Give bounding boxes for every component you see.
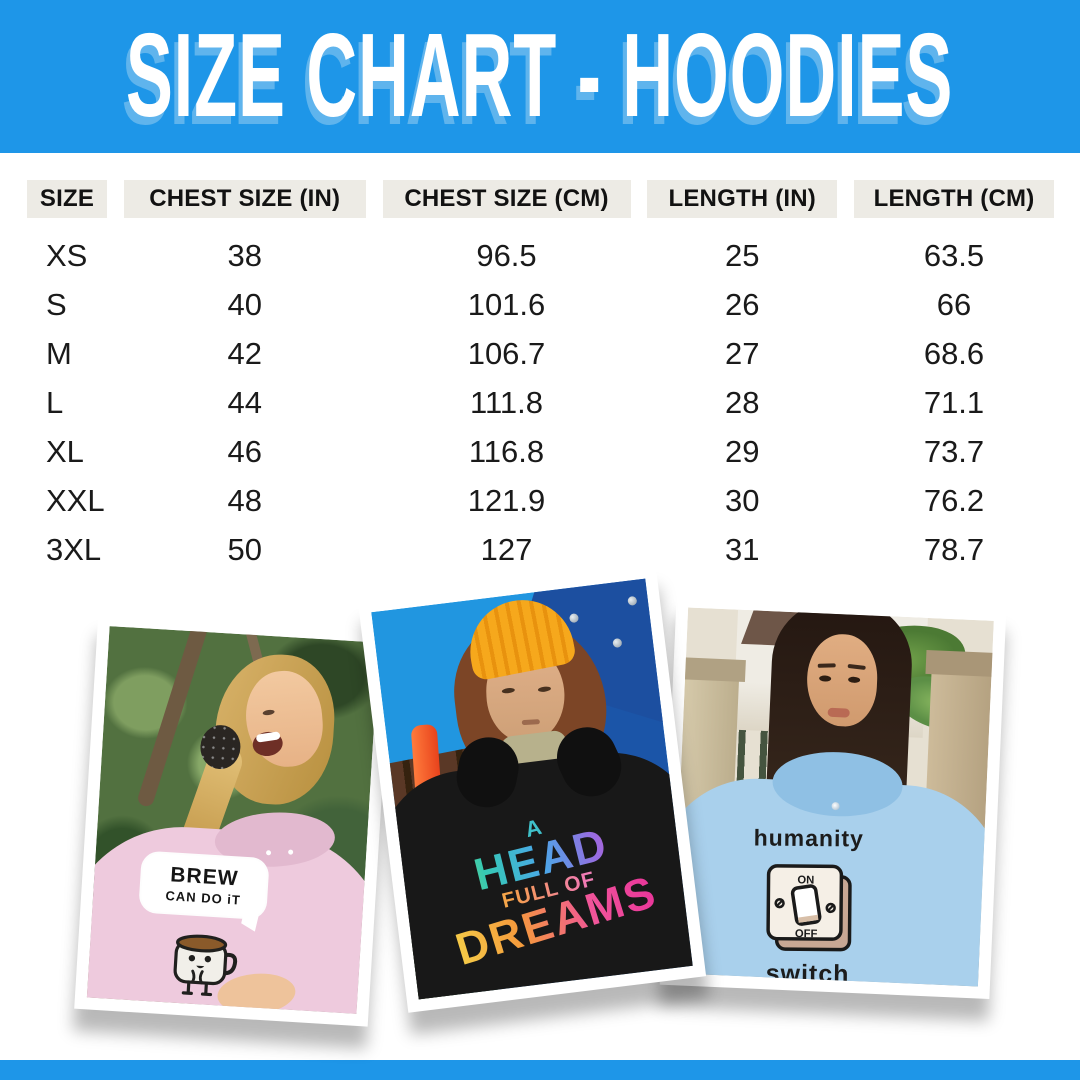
value-cell: 63.5: [923, 237, 985, 273]
model-mouth: [521, 719, 540, 726]
value-cell: 31: [725, 531, 760, 567]
column-header: LENGTH (IN): [647, 180, 838, 218]
column-header: CHEST SIZE (CM): [382, 180, 631, 218]
table-row: L 44 111.8 28 71.1: [27, 378, 1054, 427]
table-row: S 40 101.6 26 66: [27, 280, 1054, 329]
value-cell: 68.6: [923, 335, 985, 371]
value-cell: 116.8: [468, 433, 545, 469]
column-header: LENGTH (CM): [854, 180, 1054, 218]
page-title: SIZE CHART - HOODIES: [126, 9, 954, 143]
value-cell: 40: [227, 286, 262, 322]
size-cell: M: [46, 335, 72, 371]
switch-on-label: ON: [797, 874, 814, 886]
value-cell: 44: [227, 384, 262, 420]
value-cell: 26: [725, 286, 760, 322]
model-eyebrow: [817, 663, 836, 668]
photo-pink-hoodie-scene: BREW CAN DO iT: [86, 626, 380, 1014]
size-cell: 3XL: [46, 531, 102, 567]
light-switch-graphic: ON OFF: [766, 864, 852, 952]
size-cell: XXL: [46, 482, 105, 518]
pillar-cap: [925, 649, 994, 677]
column-header: CHEST SIZE (IN): [123, 180, 366, 218]
size-cell: S: [46, 286, 67, 322]
value-cell: 28: [725, 384, 760, 420]
pillar-cap: [680, 657, 746, 683]
value-cell: 76.2: [923, 482, 985, 518]
footer-strip: [0, 1060, 1080, 1080]
value-cell: 66: [936, 286, 972, 322]
hoodie-text-switch: switch: [765, 959, 850, 987]
table-row: XXL 48 121.9 30 76.2: [27, 476, 1054, 525]
value-cell: 71.1: [923, 384, 985, 420]
value-cell: 73.7: [923, 433, 985, 469]
table-row: XS 38 96.5 25 63.5: [27, 231, 1054, 280]
value-cell: 30: [725, 482, 760, 518]
column-header: SIZE: [27, 180, 107, 218]
photo-pink-hoodie: BREW CAN DO iT: [74, 613, 392, 1027]
switch-off-label: OFF: [795, 928, 818, 940]
table-row: XL 46 116.8 29 73.7: [27, 427, 1054, 476]
value-cell: 96.5: [476, 237, 537, 273]
size-table: SIZE CHEST SIZE (IN) CHEST SIZE (CM) LENGTH…: [27, 180, 1054, 574]
photo-black-hoodie: A HEAD FULL OF DREAMS: [357, 565, 707, 1013]
model-eye: [848, 676, 861, 684]
table-row: M 42 106.7 27 68.6: [27, 329, 1054, 378]
value-cell: 121.9: [467, 482, 546, 518]
value-cell: 42: [227, 335, 262, 371]
value-cell: 38: [227, 237, 262, 273]
model-eye: [819, 675, 832, 682]
size-cell: L: [46, 384, 64, 420]
value-cell: 29: [725, 433, 760, 469]
table-body: XS 38 96.5 25 63.5 S 40 101.6 26 66 M 42 106.7 27 68.6…: [27, 231, 1054, 574]
value-cell: 48: [227, 482, 262, 518]
value-cell: 111.8: [470, 384, 543, 420]
photo-blue-hoodie: humanity ON OFF switch: [659, 594, 1007, 1000]
size-cell: XS: [46, 237, 88, 273]
hoodie-graphic-block: humanity ON OFF switch: [722, 824, 893, 987]
table-row: 3XL 50 127 31 78.7: [27, 525, 1054, 574]
photo-blue-hoodie-scene: humanity ON OFF switch: [672, 607, 994, 987]
coffee-mug-graphic: [173, 934, 238, 997]
size-cell: XL: [46, 433, 84, 469]
value-cell: 27: [725, 335, 760, 371]
photo-black-hoodie-scene: A HEAD FULL OF DREAMS: [371, 578, 693, 1000]
value-cell: 101.6: [467, 286, 546, 322]
hoodie-text-brew: BREW: [169, 863, 240, 891]
banner: SIZE CHART - HOODIES: [0, 0, 1080, 153]
table-header-row: SIZE CHEST SIZE (IN) CHEST SIZE (CM) LENGTH…: [27, 180, 1054, 218]
value-cell: 25: [725, 237, 760, 273]
value-cell: 127: [480, 531, 533, 567]
value-cell: 50: [227, 531, 262, 567]
model-lips: [827, 707, 850, 718]
hoodie-text-can-do-it: CAN DO iT: [165, 888, 242, 908]
value-cell: 78.7: [923, 531, 985, 567]
value-cell: 46: [227, 433, 262, 469]
value-cell: 106.7: [467, 335, 546, 371]
hoodie-text-humanity: humanity: [753, 824, 865, 852]
